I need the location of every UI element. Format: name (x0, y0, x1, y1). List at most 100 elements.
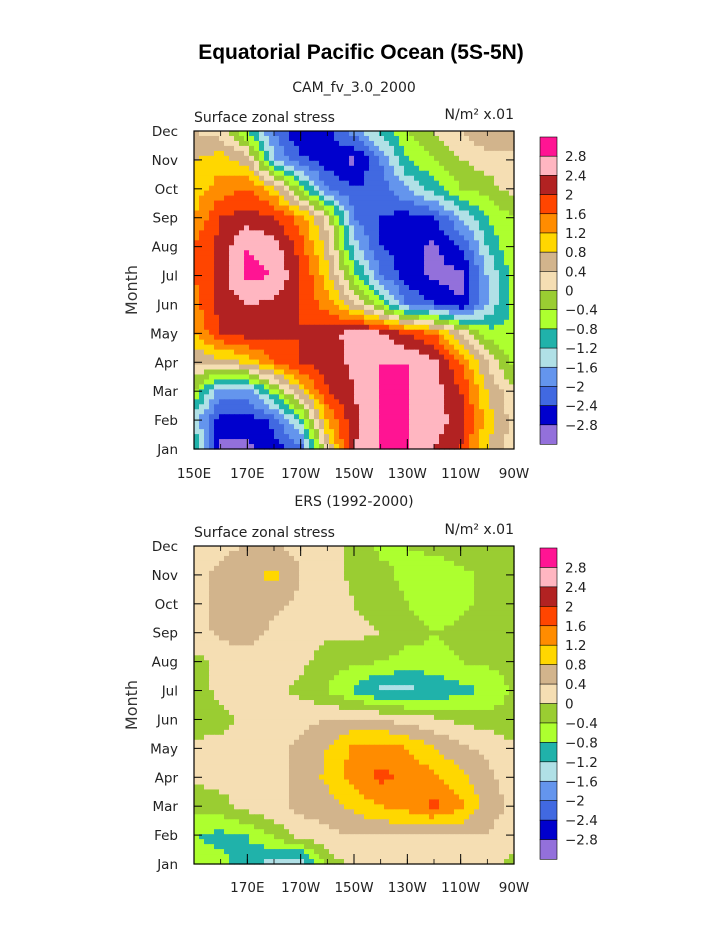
heatmap-cell (449, 294, 455, 301)
heatmap-cell (274, 359, 280, 366)
heatmap-cell (464, 165, 470, 172)
heatmap-cell (434, 285, 440, 291)
heatmap-cell (509, 160, 515, 167)
heatmap-cell (274, 285, 280, 291)
heatmap-cell (359, 250, 365, 256)
heatmap-cell (279, 319, 285, 326)
heatmap-cell (319, 324, 325, 331)
heatmap-cell (444, 409, 450, 415)
heatmap-cell (429, 299, 435, 306)
heatmap-cell (279, 250, 285, 256)
heatmap-cell (334, 265, 340, 271)
heatmap-cell (309, 329, 315, 336)
heatmap-cell (454, 135, 460, 142)
heatmap-cell (364, 590, 370, 597)
heatmap-cell (229, 190, 235, 197)
heatmap-cell (429, 590, 435, 597)
heatmap-cell (454, 364, 460, 371)
heatmap-cell (379, 245, 385, 251)
heatmap-cell (369, 314, 375, 321)
heatmap-cell (244, 570, 250, 577)
heatmap-cell (349, 354, 355, 361)
heatmap-cell (499, 135, 505, 142)
heatmap-cell (384, 590, 390, 597)
x-tick-label: 150E (177, 466, 211, 482)
heatmap-cell (509, 230, 515, 236)
heatmap-cell (429, 210, 435, 217)
heatmap-cell (419, 434, 425, 440)
heatmap-cell (489, 205, 495, 212)
heatmap-cell (449, 235, 455, 241)
heatmap-cell (489, 270, 495, 276)
heatmap-cell (509, 131, 515, 137)
heatmap-cell (404, 419, 410, 425)
heatmap-cell (449, 155, 455, 162)
heatmap-cell (509, 260, 515, 266)
heatmap-cell (229, 349, 235, 356)
heatmap-cell (239, 185, 245, 192)
heatmap-cell (469, 354, 475, 361)
heatmap-cell (269, 560, 275, 567)
heatmap-cell (409, 334, 415, 341)
heatmap-cell (499, 384, 505, 390)
heatmap-cell (194, 175, 200, 182)
heatmap-cell (294, 595, 300, 602)
heatmap-cell (484, 419, 490, 425)
heatmap-cell (344, 379, 350, 386)
heatmap-cell (319, 235, 325, 241)
heatmap-cell (319, 379, 325, 386)
heatmap-cell (474, 409, 480, 415)
heatmap-cell (239, 570, 245, 577)
heatmap-cell (414, 131, 420, 137)
heatmap-cell (359, 344, 365, 351)
heatmap-cell (494, 260, 500, 266)
heatmap-cell (364, 170, 370, 177)
heatmap-cell (269, 419, 275, 425)
heatmap-cell (459, 580, 465, 587)
heatmap-cell (449, 131, 455, 137)
heatmap-cell (439, 285, 445, 291)
heatmap-cell (509, 585, 515, 592)
heatmap-cell (394, 265, 400, 271)
heatmap-cell (209, 434, 215, 440)
heatmap-cell (424, 275, 430, 281)
heatmap-cell (354, 185, 360, 192)
heatmap-cell (274, 299, 280, 306)
heatmap-cell (349, 565, 355, 572)
heatmap-cell (279, 339, 285, 346)
heatmap-cell (314, 344, 320, 351)
heatmap-cell (409, 205, 415, 212)
heatmap-cell (229, 319, 235, 326)
heatmap-cell (364, 270, 370, 276)
heatmap-cell (434, 590, 440, 597)
heatmap-cell (219, 225, 225, 231)
heatmap-cell (509, 275, 515, 281)
heatmap-cell (334, 349, 340, 356)
heatmap-cell (244, 354, 250, 361)
heatmap-cell (349, 215, 355, 222)
heatmap-cell (284, 349, 290, 356)
heatmap-cell (224, 190, 230, 197)
heatmap-cell (214, 180, 220, 187)
heatmap-cell (364, 314, 370, 321)
heatmap-cell (304, 270, 310, 276)
heatmap-cell (199, 210, 205, 217)
heatmap-cell (364, 585, 370, 592)
heatmap-cell (509, 135, 515, 142)
heatmap-cell (379, 565, 385, 572)
heatmap-cell (484, 409, 490, 415)
heatmap-cell (409, 560, 415, 567)
heatmap-cell (254, 570, 260, 577)
heatmap-cell (354, 364, 360, 371)
heatmap-cell (249, 399, 255, 405)
heatmap-cell (489, 354, 495, 361)
heatmap-cell (294, 225, 300, 231)
heatmap-cell (444, 180, 450, 187)
heatmap-cell (424, 344, 430, 351)
heatmap-cell (384, 160, 390, 167)
heatmap-cell (244, 600, 250, 607)
heatmap-cell (474, 590, 480, 597)
heatmap-cell (269, 379, 275, 386)
heatmap-cell (339, 145, 345, 152)
heatmap-cell (469, 595, 475, 602)
